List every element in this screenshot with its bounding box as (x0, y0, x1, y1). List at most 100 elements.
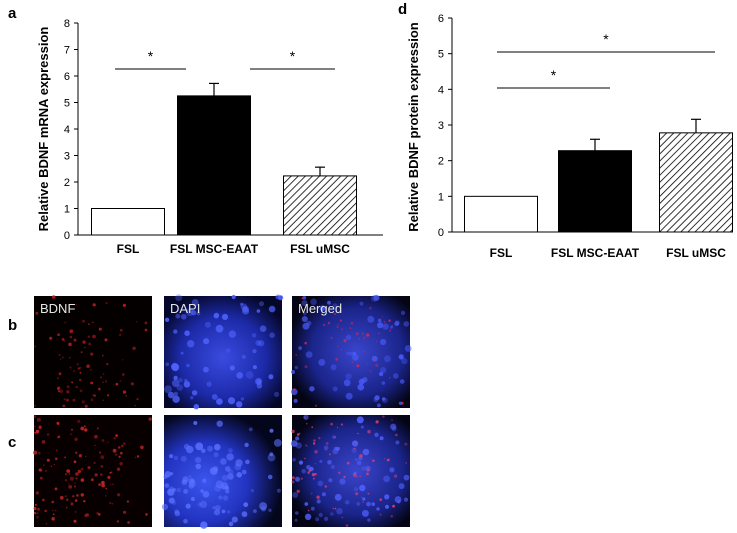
micrograph-texture (224, 466, 231, 472)
micrograph-texture (57, 377, 59, 380)
micrograph-texture (69, 335, 73, 339)
micrograph-texture (244, 442, 249, 448)
micrograph-texture (323, 445, 329, 451)
micrograph-texture (251, 333, 257, 338)
micrograph-texture (102, 399, 105, 401)
micrograph-texture (377, 318, 382, 323)
micrograph-texture (366, 363, 369, 365)
y-tick-label: 4 (64, 124, 70, 136)
micrograph-texture (313, 477, 315, 480)
micrograph-texture (292, 458, 296, 462)
micrograph-texture (228, 448, 233, 453)
micrograph-texture (273, 439, 282, 447)
micrograph-texture (144, 328, 148, 332)
micrograph-texture (173, 329, 178, 334)
micrograph-texture (291, 370, 295, 374)
micrograph-texture (253, 509, 257, 513)
micrograph-texture (106, 363, 109, 366)
micrograph-texture (228, 521, 234, 527)
micrograph-texture (310, 492, 313, 495)
micrograph-texture (34, 425, 36, 428)
micrograph-texture (33, 511, 37, 515)
micrograph-texture (38, 425, 42, 429)
micrograph-texture (51, 295, 56, 299)
micrograph-texture (318, 512, 323, 518)
micrograph-texture (60, 358, 62, 360)
micrograph-texture (398, 483, 405, 490)
micrograph-texture (352, 473, 357, 477)
micrograph-texture (90, 381, 94, 385)
micrograph-texture (352, 440, 359, 447)
micrograph-texture (96, 427, 99, 430)
micrograph-texture (379, 513, 382, 516)
micrograph-texture (328, 478, 333, 483)
micrograph-texture (355, 492, 359, 496)
x-tick-label: FSL (117, 242, 140, 256)
micrograph-c-dapi (161, 415, 282, 529)
micrograph-texture (116, 467, 121, 471)
micrograph-texture (90, 398, 94, 402)
micrograph-c-merged (290, 414, 410, 527)
micrograph-texture (58, 354, 61, 356)
micrograph-label: BDNF (40, 301, 75, 316)
micrograph-texture (357, 432, 359, 435)
micrograph-texture (112, 448, 117, 453)
micrograph-texture (395, 440, 400, 445)
micrograph-texture (241, 354, 246, 359)
micrograph-texture (300, 477, 303, 480)
micrograph-texture (172, 395, 180, 403)
micrograph-texture (378, 332, 380, 335)
micrograph-texture (334, 507, 337, 510)
micrograph-texture (298, 432, 301, 435)
micrograph-texture (64, 456, 67, 459)
micrograph-texture (66, 385, 70, 389)
micrograph-texture (222, 495, 229, 501)
micrograph-texture (191, 299, 199, 306)
micrograph-texture (316, 499, 321, 504)
micrograph-texture (333, 312, 337, 316)
micrograph-texture (52, 513, 55, 516)
y-tick-label: 1 (438, 191, 444, 203)
micrograph-texture (74, 482, 76, 484)
micrograph-texture (102, 373, 105, 375)
micrograph-texture (256, 309, 261, 313)
micrograph-texture (184, 330, 190, 337)
micrograph-texture (122, 303, 126, 307)
micrograph-texture (167, 488, 175, 496)
micrograph-texture (74, 511, 77, 513)
micrograph-texture (368, 306, 372, 310)
micrograph-texture (345, 500, 350, 505)
micrograph-texture (360, 425, 364, 429)
micrograph-texture (274, 391, 280, 397)
chart-d-bdnf-protein: 0 1 2 3 4 5 6 Relative BDNF protein expression F… (406, 13, 733, 260)
micrograph-texture (401, 401, 404, 405)
micrograph-texture (101, 480, 105, 485)
micrograph-texture (109, 484, 112, 486)
micrograph-texture (64, 479, 68, 482)
micrograph-texture (403, 474, 410, 481)
micrograph-texture (113, 437, 116, 440)
micrograph-texture (236, 401, 243, 408)
micrograph-texture (94, 444, 96, 446)
micrograph-texture (400, 310, 406, 315)
micrograph-texture (117, 493, 121, 497)
micrograph-texture (360, 496, 363, 498)
micrograph-texture (88, 342, 92, 346)
micrograph-texture (136, 455, 140, 458)
micrograph-texture (225, 489, 230, 494)
micrograph-texture (332, 386, 338, 392)
micrograph-texture (298, 346, 302, 350)
micrograph-texture (384, 355, 391, 363)
micrograph-texture (140, 445, 144, 450)
micrograph-texture (80, 351, 83, 353)
micrograph-texture (175, 313, 181, 319)
micrograph-texture (44, 509, 47, 513)
micrograph-texture (54, 509, 57, 512)
y-tick-label: 5 (64, 98, 70, 110)
micrograph-texture (57, 390, 61, 393)
micrograph-texture (111, 502, 113, 505)
micrograph-texture (356, 364, 360, 368)
y-tick-label: 0 (438, 227, 444, 239)
micrograph-texture (120, 328, 123, 332)
micrograph-texture (73, 460, 77, 464)
